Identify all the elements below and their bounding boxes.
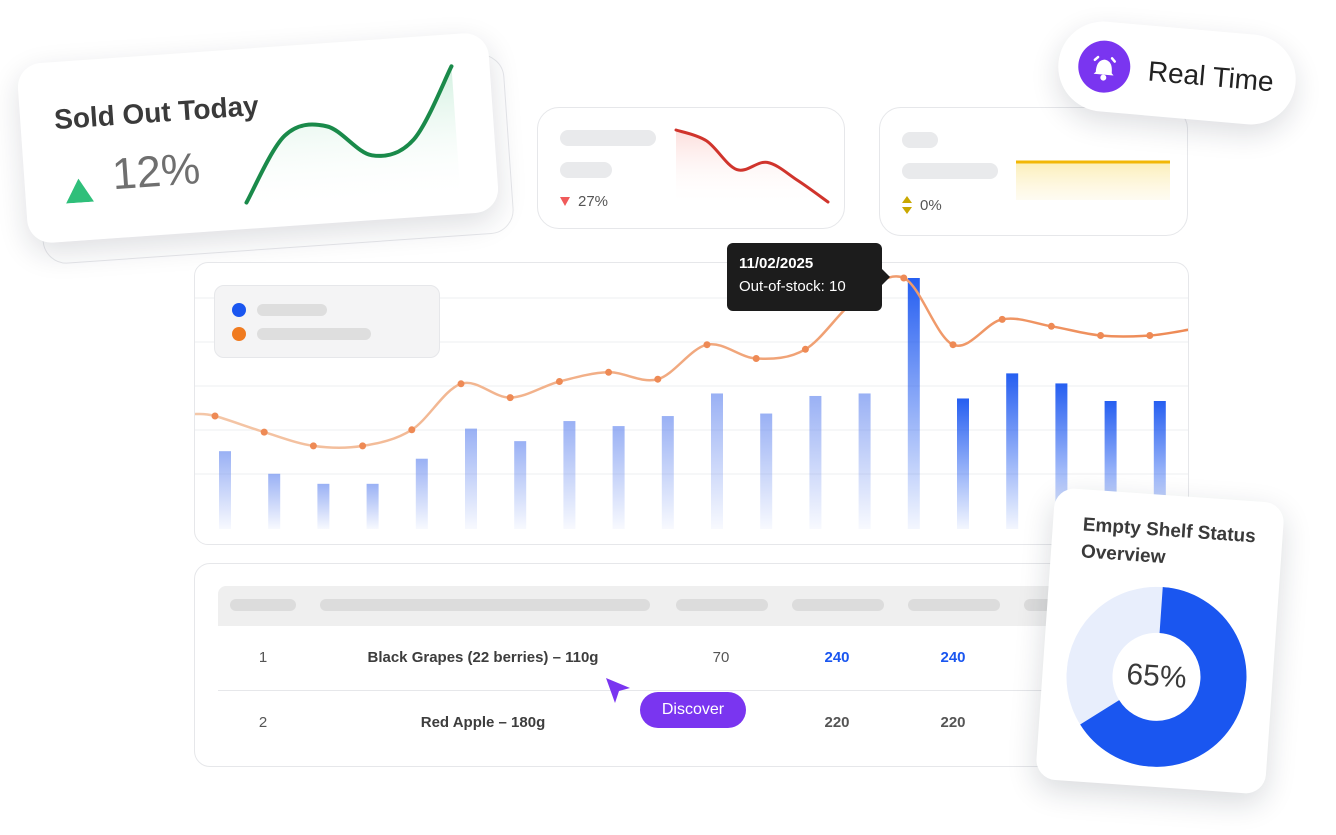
chart-bar	[858, 393, 871, 529]
chart-point	[801, 345, 809, 353]
out-of-stock-chart	[194, 262, 1189, 545]
chart-bar	[1006, 373, 1019, 529]
up-triangle-icon	[66, 178, 95, 204]
empty-shelf-card: Empty Shelf Status Overview 65%	[1035, 487, 1285, 795]
product-name: Red Apple – 180g	[420, 714, 546, 731]
header-placeholder	[320, 599, 650, 611]
table-row[interactable]: 2 Red Apple – 180g 220 220	[218, 691, 1078, 755]
chart-tooltip: 11/02/2025 Out-of-stock: 10	[727, 243, 890, 311]
chart-point	[457, 380, 465, 388]
stat-value: 27%	[560, 193, 608, 210]
chart-point	[1047, 322, 1055, 330]
chart-point	[605, 368, 613, 376]
chart-bar	[465, 428, 477, 529]
card-title: Sold Out Today	[53, 89, 260, 136]
legend-dot-bars	[232, 303, 246, 317]
legend-label-placeholder	[257, 328, 371, 340]
stat-label-placeholder	[560, 130, 656, 146]
stat-value-text: 0%	[920, 196, 942, 214]
header-placeholder	[908, 599, 1000, 611]
chart-point	[900, 274, 908, 282]
bell-icon	[1076, 38, 1133, 95]
cell-value: 240	[940, 649, 966, 666]
chart-point	[260, 428, 268, 436]
stat-value-text: 27%	[578, 193, 609, 210]
cursor-pointer-icon	[606, 678, 630, 703]
chart-point	[211, 412, 219, 420]
chart-point	[555, 378, 563, 385]
decline-sparkline	[674, 128, 830, 206]
chart-point	[506, 394, 514, 402]
stat-sublabel-placeholder	[902, 163, 998, 179]
table-header	[218, 586, 1084, 626]
row-divider	[218, 690, 1078, 691]
chart-point	[309, 442, 317, 450]
chart-bar	[317, 483, 330, 529]
sparkline-line	[244, 64, 454, 205]
header-placeholder	[230, 599, 296, 611]
chart-bar	[760, 413, 773, 529]
chart-bar	[563, 421, 576, 529]
donut-segment	[1080, 587, 1247, 767]
sparkline-line	[674, 128, 830, 204]
real-time-label: Real Time	[1146, 55, 1275, 98]
chart-point	[1097, 332, 1105, 339]
chart-bar	[957, 398, 969, 529]
chart-line	[195, 275, 1188, 450]
legend-dot-line	[232, 327, 246, 341]
real-time-badge: Real Time	[1054, 17, 1300, 129]
chart-point	[408, 426, 416, 434]
chart-bar	[514, 441, 527, 529]
chart-point	[752, 355, 760, 362]
chart-point	[359, 442, 367, 450]
products-table: 1 Black Grapes (22 berries) – 110g 70 24…	[194, 563, 1094, 767]
chart-bar	[711, 393, 723, 529]
chart-legend	[214, 285, 440, 358]
chart-bar	[366, 483, 379, 529]
growth-sparkline	[244, 64, 461, 215]
product-name: Black Grapes (22 berries) – 110g	[367, 649, 599, 666]
tooltip-date: 11/02/2025	[739, 255, 814, 272]
discover-button[interactable]: Discover	[640, 692, 746, 728]
chart-bar	[415, 458, 428, 529]
cell-value: 220	[940, 714, 966, 731]
header-placeholder	[676, 599, 768, 611]
stat-card-flat: 0%	[879, 107, 1188, 236]
stat-value: 0%	[902, 196, 942, 214]
chart-bar	[219, 451, 231, 529]
cell-value: 220	[824, 714, 850, 731]
donut-value: 65%	[1125, 657, 1188, 695]
chart-bar	[612, 426, 625, 529]
cell-value: 70	[712, 649, 730, 666]
up-down-icon	[902, 196, 912, 214]
row-index: 2	[258, 714, 268, 731]
sold-out-today-card: Sold Out Today 12%	[16, 31, 516, 266]
card-front-layer: Sold Out Today 12%	[16, 31, 500, 245]
sparkline-area	[246, 66, 461, 215]
chart-point	[703, 341, 711, 349]
stat-card-decline: 27%	[537, 107, 845, 229]
chart-bar	[809, 395, 822, 529]
table-row[interactable]: 1 Black Grapes (22 berries) – 110g 70 24…	[218, 626, 1078, 690]
stat-label-placeholder	[902, 132, 938, 148]
header-placeholder	[792, 599, 884, 611]
cell-value: 240	[824, 649, 850, 666]
card-value: 12%	[110, 144, 202, 200]
flat-sparkline	[1016, 160, 1170, 200]
chart-point	[1146, 332, 1154, 339]
down-triangle-icon	[560, 197, 570, 206]
chart-point	[654, 375, 662, 383]
chart-bar	[907, 278, 920, 529]
tooltip-text: Out-of-stock: 10	[739, 278, 846, 295]
legend-label-placeholder	[257, 304, 327, 316]
card-title: Empty Shelf Status Overview	[1080, 514, 1257, 569]
chart-bar	[268, 473, 281, 529]
status-donut	[1066, 586, 1247, 767]
chart-point	[949, 341, 957, 349]
chart-point	[998, 315, 1006, 323]
row-index: 1	[258, 649, 268, 666]
stat-sublabel-placeholder	[560, 162, 612, 178]
chart-bar	[661, 416, 674, 529]
